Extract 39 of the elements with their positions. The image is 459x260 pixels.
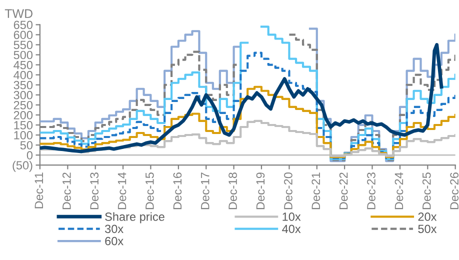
legend-label: 30x — [105, 224, 124, 234]
x-tick-label: Dec-17 — [201, 172, 210, 210]
y-tick-label: 400 — [14, 70, 33, 80]
y-tick-label: 100 — [14, 131, 33, 140]
y-axis-title: TWD — [4, 9, 32, 18]
x-tick-label: Dec-22 — [339, 172, 348, 210]
x-tick-label: Dec-19 — [256, 172, 265, 210]
x-tick-label: Dec-12 — [62, 172, 71, 210]
y-tick-label: 450 — [14, 60, 33, 70]
x-tick-label: Dec-18 — [228, 172, 237, 210]
x-tick-label: Dec-14 — [118, 172, 126, 210]
x-tick-label: Dec-20 — [284, 172, 292, 210]
legend-label: Share price — [105, 212, 164, 224]
x-tick-label: Dec-25 — [422, 172, 431, 210]
y-tick-label: 50 — [20, 141, 33, 150]
legend-label: 10x — [282, 212, 301, 221]
y-tick-label: (50) — [12, 160, 32, 172]
x-tick-label: Dec-26 — [450, 172, 458, 210]
x-tick-label: Dec-15 — [146, 172, 154, 210]
x-tick-label: Dec-21 — [312, 172, 320, 210]
y-tick-label: 250 — [14, 100, 33, 110]
y-tick-label: 200 — [14, 110, 33, 120]
y-tick-label: 550 — [14, 40, 33, 50]
x-tick-label: Dec-23 — [367, 172, 376, 210]
y-tick-label: 300 — [14, 90, 33, 100]
y-tick-label: 0 — [26, 151, 33, 160]
x-tick-label: Dec-13 — [90, 172, 99, 210]
x-tick-label: Dec-16 — [173, 172, 182, 210]
y-tick-label: 350 — [14, 80, 33, 90]
legend-label: 50x — [418, 224, 437, 234]
y-tick-label: 600 — [14, 30, 33, 40]
y-tick-label: 150 — [14, 121, 33, 130]
legend-label: 20x — [418, 212, 437, 221]
legend-label: 60x — [105, 236, 124, 246]
y-tick-label: 650 — [14, 20, 33, 30]
y-tick-label: 500 — [14, 50, 33, 60]
legend-label: 40x — [282, 224, 301, 234]
x-tick-label: Dec-11 — [34, 172, 44, 208]
x-tick-label: Dec-24 — [394, 172, 404, 210]
